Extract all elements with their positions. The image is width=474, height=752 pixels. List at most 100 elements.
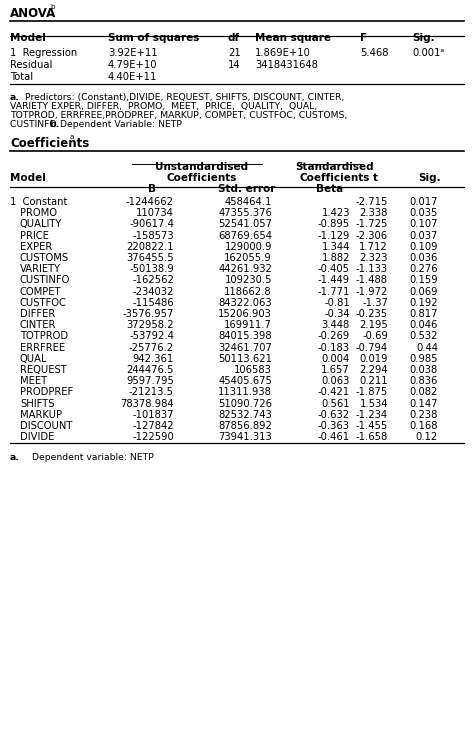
Text: F: F bbox=[360, 33, 367, 43]
Text: 0.019: 0.019 bbox=[359, 353, 388, 364]
Text: DISCOUNT: DISCOUNT bbox=[20, 421, 73, 431]
Text: 84322.063: 84322.063 bbox=[219, 298, 272, 308]
Text: 0.561: 0.561 bbox=[321, 399, 350, 408]
Text: 44261.932: 44261.932 bbox=[218, 264, 272, 274]
Text: 110734: 110734 bbox=[136, 208, 174, 218]
Text: -1.37: -1.37 bbox=[362, 298, 388, 308]
Text: 0.147: 0.147 bbox=[410, 399, 438, 408]
Text: 47355.376: 47355.376 bbox=[218, 208, 272, 218]
Text: PRODPREF: PRODPREF bbox=[20, 387, 73, 397]
Text: -0.421: -0.421 bbox=[318, 387, 350, 397]
Text: 0.036: 0.036 bbox=[410, 253, 438, 263]
Text: Residual: Residual bbox=[10, 60, 52, 70]
Text: -0.269: -0.269 bbox=[318, 332, 350, 341]
Text: Beta: Beta bbox=[316, 184, 344, 194]
Text: PROMO: PROMO bbox=[20, 208, 57, 218]
Text: 129000.9: 129000.9 bbox=[225, 242, 272, 252]
Text: 244476.5: 244476.5 bbox=[127, 365, 174, 375]
Text: -0.34: -0.34 bbox=[324, 309, 350, 319]
Text: Predictors: (Constant),DIVIDE, REQUEST, SHIFTS, DISCOUNT, CINTER,: Predictors: (Constant),DIVIDE, REQUEST, … bbox=[19, 93, 344, 102]
Text: -0.81: -0.81 bbox=[324, 298, 350, 308]
Text: 73941.313: 73941.313 bbox=[218, 432, 272, 442]
Text: 2.294: 2.294 bbox=[359, 365, 388, 375]
Text: QUALITY: QUALITY bbox=[20, 220, 63, 229]
Text: -158573: -158573 bbox=[132, 231, 174, 241]
Text: t: t bbox=[373, 173, 377, 183]
Text: 45405.675: 45405.675 bbox=[218, 376, 272, 387]
Text: -0.405: -0.405 bbox=[318, 264, 350, 274]
Text: a.: a. bbox=[10, 93, 20, 102]
Text: CINTER: CINTER bbox=[20, 320, 56, 330]
Text: 0.817: 0.817 bbox=[410, 309, 438, 319]
Text: a: a bbox=[70, 134, 74, 140]
Text: -2.306: -2.306 bbox=[356, 231, 388, 241]
Text: DIFFER: DIFFER bbox=[20, 309, 55, 319]
Text: 0.082: 0.082 bbox=[410, 387, 438, 397]
Text: -1.658: -1.658 bbox=[356, 432, 388, 442]
Text: 15206.903: 15206.903 bbox=[218, 309, 272, 319]
Text: 21: 21 bbox=[228, 48, 241, 58]
Text: Model: Model bbox=[10, 173, 46, 183]
Text: 14: 14 bbox=[228, 60, 241, 70]
Text: CUSTOMS: CUSTOMS bbox=[20, 253, 69, 263]
Text: Model: Model bbox=[10, 33, 46, 43]
Text: -1.129: -1.129 bbox=[318, 231, 350, 241]
Text: -1.488: -1.488 bbox=[356, 275, 388, 286]
Text: 1.712: 1.712 bbox=[359, 242, 388, 252]
Text: 0.107: 0.107 bbox=[410, 220, 438, 229]
Text: 458464.1: 458464.1 bbox=[225, 197, 272, 207]
Text: 1.869E+10: 1.869E+10 bbox=[255, 48, 311, 58]
Text: 0.238: 0.238 bbox=[410, 410, 438, 420]
Text: 0.159: 0.159 bbox=[410, 275, 438, 286]
Text: -0.461: -0.461 bbox=[318, 432, 350, 442]
Text: 0.109: 0.109 bbox=[410, 242, 438, 252]
Text: 0.276: 0.276 bbox=[410, 264, 438, 274]
Text: 3.92E+11: 3.92E+11 bbox=[108, 48, 158, 58]
Text: 52541.057: 52541.057 bbox=[218, 220, 272, 229]
Text: -0.363: -0.363 bbox=[318, 421, 350, 431]
Text: MARKUP: MARKUP bbox=[20, 410, 62, 420]
Text: -115486: -115486 bbox=[132, 298, 174, 308]
Text: 87856.892: 87856.892 bbox=[218, 421, 272, 431]
Text: EXPER: EXPER bbox=[20, 242, 52, 252]
Text: 3.448: 3.448 bbox=[322, 320, 350, 330]
Text: -1.725: -1.725 bbox=[356, 220, 388, 229]
Text: Coefficients: Coefficients bbox=[10, 137, 89, 150]
Text: 32461.707: 32461.707 bbox=[218, 343, 272, 353]
Text: CUSTINFO.: CUSTINFO. bbox=[10, 120, 62, 129]
Text: -1.449: -1.449 bbox=[318, 275, 350, 286]
Text: VARIETY: VARIETY bbox=[20, 264, 61, 274]
Text: -2.715: -2.715 bbox=[356, 197, 388, 207]
Text: REQUEST: REQUEST bbox=[20, 365, 67, 375]
Text: 372958.2: 372958.2 bbox=[127, 320, 174, 330]
Text: Dependent Variable: NETP: Dependent Variable: NETP bbox=[57, 120, 182, 129]
Text: TOTPROD, ERRFREE,PRODPREF, MARKUP, COMPET, CUSTFOC, CUSTOMS,: TOTPROD, ERRFREE,PRODPREF, MARKUP, COMPE… bbox=[10, 111, 347, 120]
Text: 118662.8: 118662.8 bbox=[224, 287, 272, 296]
Text: -25776.2: -25776.2 bbox=[129, 343, 174, 353]
Text: -1.771: -1.771 bbox=[318, 287, 350, 296]
Text: 1.423: 1.423 bbox=[321, 208, 350, 218]
Text: 5.468: 5.468 bbox=[360, 48, 389, 58]
Text: 1.882: 1.882 bbox=[321, 253, 350, 263]
Text: 109230.5: 109230.5 bbox=[225, 275, 272, 286]
Text: 0.12: 0.12 bbox=[416, 432, 438, 442]
Text: -1.455: -1.455 bbox=[356, 421, 388, 431]
Text: ERRFREE: ERRFREE bbox=[20, 343, 65, 353]
Text: -1.234: -1.234 bbox=[356, 410, 388, 420]
Text: 0.037: 0.037 bbox=[410, 231, 438, 241]
Text: SHIFTS: SHIFTS bbox=[20, 399, 55, 408]
Text: Coefficients: Coefficients bbox=[300, 173, 370, 183]
Text: 2.195: 2.195 bbox=[359, 320, 388, 330]
Text: DIVIDE: DIVIDE bbox=[20, 432, 55, 442]
Text: 0.44: 0.44 bbox=[416, 343, 438, 353]
Text: 2.323: 2.323 bbox=[359, 253, 388, 263]
Text: -1244662: -1244662 bbox=[126, 197, 174, 207]
Text: 84015.398: 84015.398 bbox=[219, 332, 272, 341]
Text: a.: a. bbox=[10, 453, 20, 462]
Text: 0.836: 0.836 bbox=[410, 376, 438, 387]
Text: -162562: -162562 bbox=[132, 275, 174, 286]
Text: MEET: MEET bbox=[20, 376, 47, 387]
Text: PRICE: PRICE bbox=[20, 231, 49, 241]
Text: Sig.: Sig. bbox=[419, 173, 441, 183]
Text: Sum of squares: Sum of squares bbox=[108, 33, 200, 43]
